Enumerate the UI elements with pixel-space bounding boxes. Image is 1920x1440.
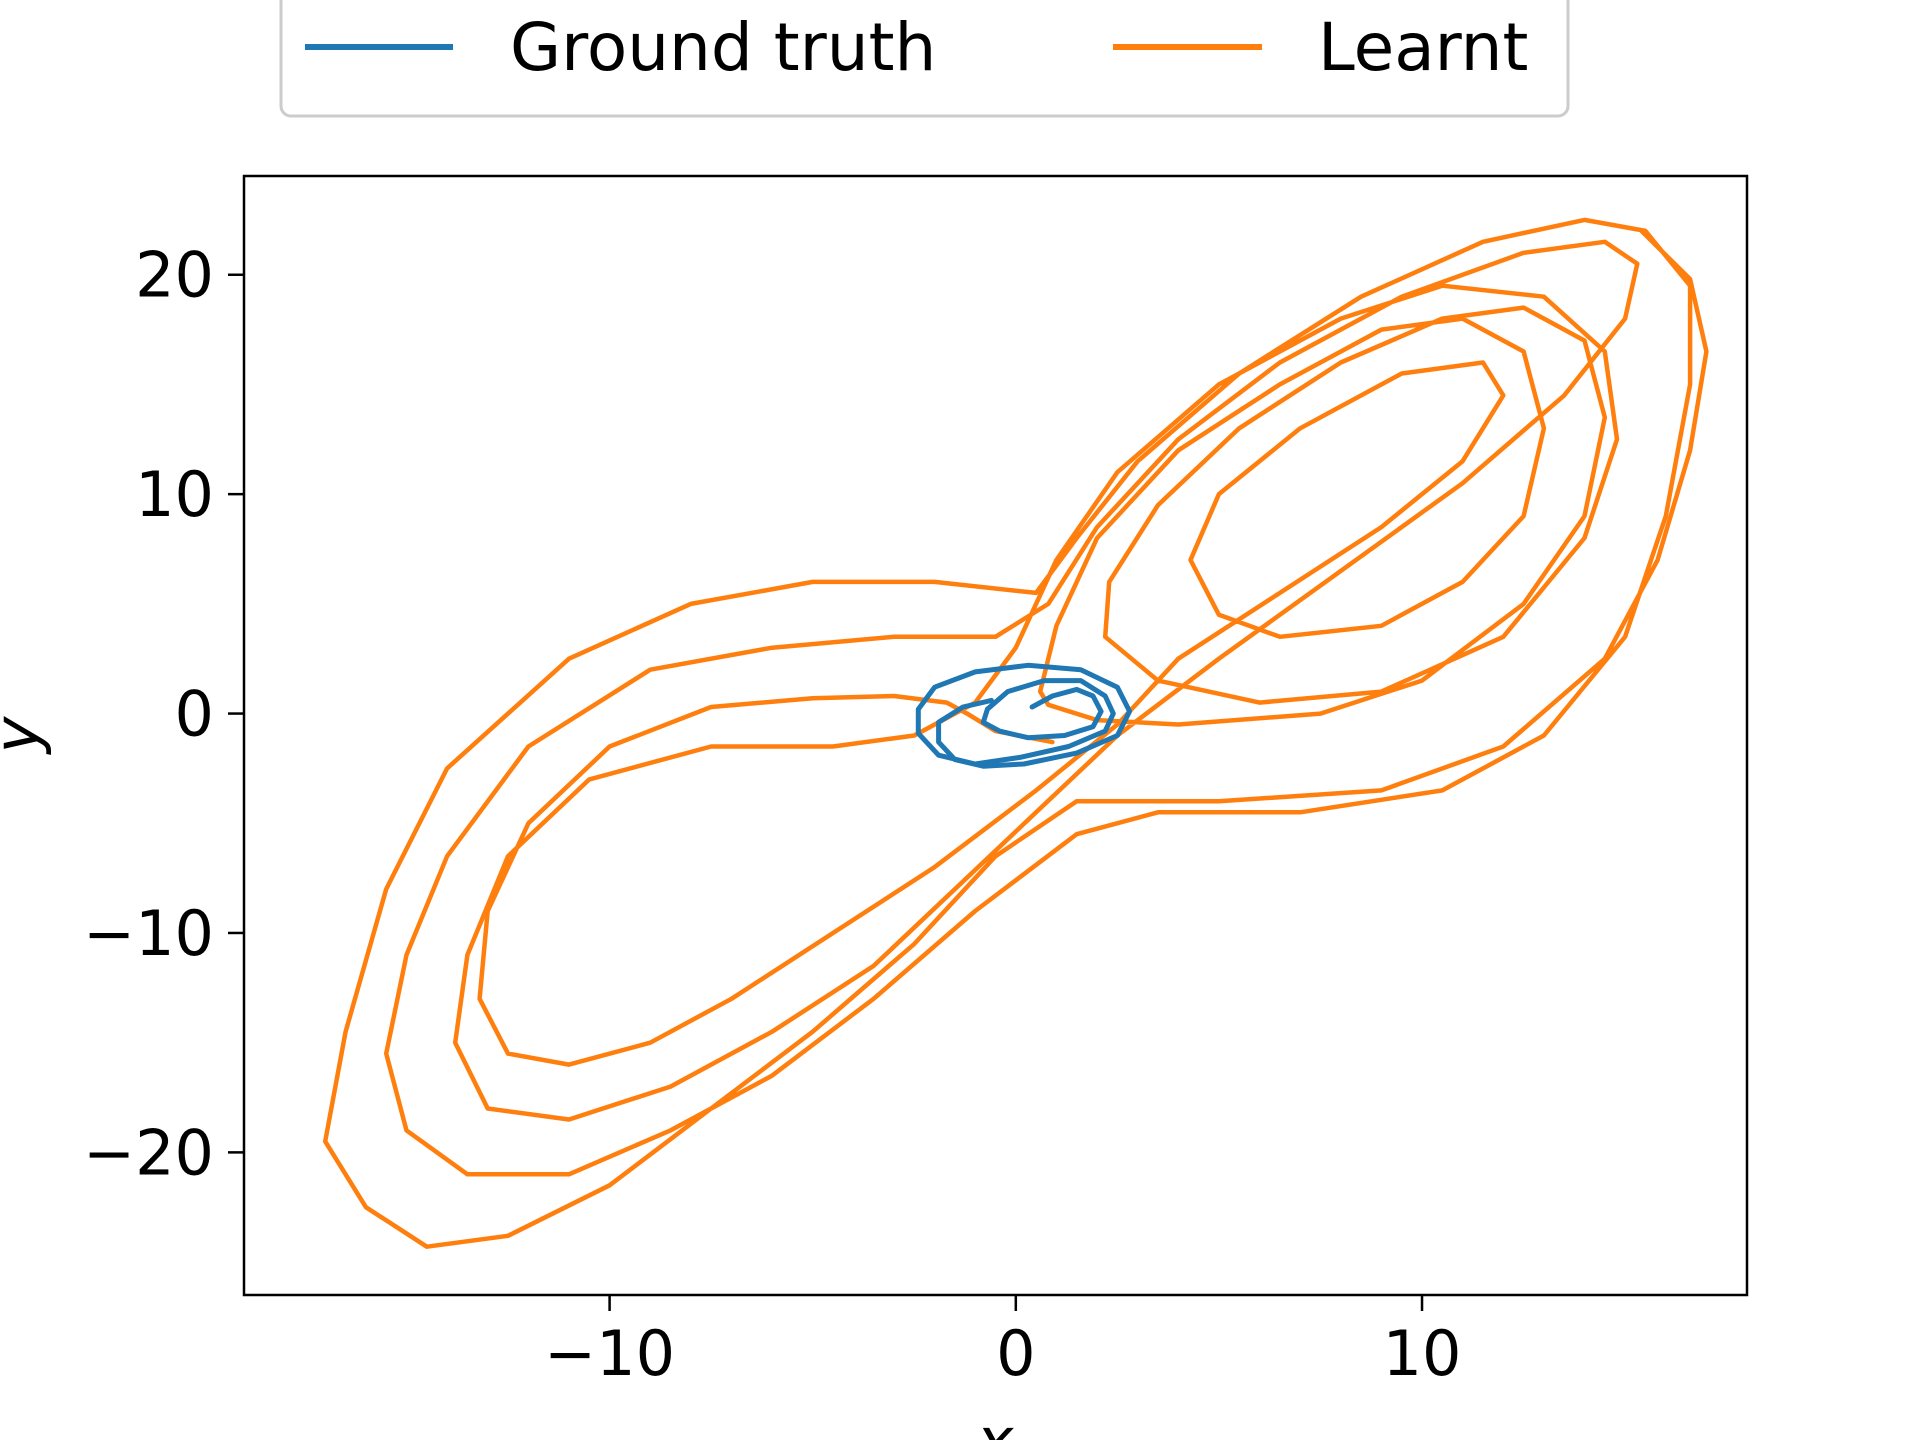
x-tick-label: 0 — [996, 1317, 1035, 1390]
x-tick-label: −10 — [544, 1317, 675, 1390]
y-axis-label: y — [0, 715, 53, 755]
y-axis-ticks: −20 −10 0 10 20 — [83, 239, 244, 1189]
series-ground-truth-line — [915, 662, 1133, 769]
legend: Ground truth Learnt — [279, 0, 1570, 118]
x-tick-label: 10 — [1383, 1317, 1462, 1390]
legend-label-learnt: Learnt — [1318, 9, 1528, 86]
legend-frame — [279, 0, 1570, 118]
plot-area — [242, 174, 1749, 1297]
y-tick-label: −10 — [83, 897, 214, 970]
y-tick-label: −20 — [83, 1116, 214, 1189]
plot-frame — [242, 174, 1749, 1297]
x-axis-ticks: −10 0 10 — [544, 1295, 1461, 1390]
y-tick-label: 0 — [175, 678, 214, 751]
legend-label-ground-truth: Ground truth — [510, 9, 936, 86]
x-axis-label: x — [975, 1404, 1015, 1440]
y-tick-label: 10 — [135, 458, 214, 531]
series-learnt-line — [322, 217, 1709, 1249]
y-tick-label: 20 — [135, 239, 214, 312]
